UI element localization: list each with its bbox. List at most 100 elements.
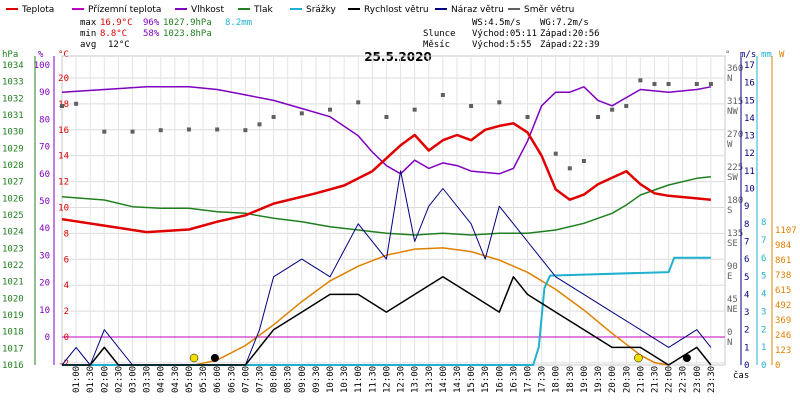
plot-frame [61,55,726,366]
info-moonset: Západ:22:39 [540,40,600,50]
time-tick: 08:00 [270,366,280,393]
info-sunset: Západ:20:56 [540,29,600,39]
pressure-tick: 1019 [2,311,24,321]
time-tick: 19:30 [594,366,604,393]
wind-tick: 2 [744,326,749,336]
dir-tick-name: SW [727,173,738,183]
wind-direction-point [638,78,643,83]
dir-tick-name: NW [727,107,738,117]
pressure-tick: 1018 [2,328,24,338]
wind-direction-point [158,128,163,133]
time-tick: 02:00 [100,366,110,393]
stats-avg-label: avg [80,40,96,50]
pressure-tick: 1034 [2,61,24,71]
pressure-tick: 1029 [2,144,24,154]
wind-tick: 10 [744,185,755,195]
info-moonrise: Východ:5:55 [472,40,532,50]
temp-tick: 8 [64,229,69,239]
dir-tick-deg: 45 [727,295,738,305]
dir-tick-name: E [727,272,732,282]
stats-panel: max 16.9°C 96% 1027.9hPa 8.2mm min 8.8°C… [80,18,252,50]
dir-tick-deg: 135 [727,229,743,239]
sunrise-marker [189,353,199,363]
temp-tick: -2 [58,359,69,369]
wind-direction-point [440,93,445,97]
wind-direction-point [497,100,502,105]
stats-min-label: min [80,29,96,39]
temperature-line [61,122,712,234]
unit-deg: ° [725,50,730,60]
pressure-tick: 1023 [2,244,24,254]
rain-tick: 2 [761,325,766,335]
time-tick: 07:30 [255,366,265,393]
legend-entry: Teplota [21,5,54,15]
stats-max-rain: 8.2mm [225,18,252,28]
time-tick: 11:00 [354,366,364,393]
time-tick: 09:30 [312,366,322,393]
wind-direction-point [186,127,191,132]
time-tick: 06:30 [227,366,237,393]
rain-tick: 8 [761,218,766,228]
time-tick: 03:00 [129,366,139,393]
wind-direction-point [102,129,107,134]
wind-direction-point [469,104,474,108]
time-tick: 23:00 [693,366,703,393]
legend-entry: Směr větru [524,5,574,15]
wind-tick: 0 [744,361,749,371]
wind-tick: 12 [744,149,755,159]
time-tick: 19:00 [580,366,590,393]
time-tick: 09:00 [298,366,308,393]
legend-entry: Tlak [253,5,274,15]
rain-tick: 5 [761,272,766,282]
wind-direction-point [652,82,657,86]
time-tick: 20:30 [622,366,632,393]
wind-direction-point [553,151,558,156]
temp-tick: 16 [58,126,69,136]
pressure-tick: 1032 [2,94,24,104]
solar-tick: 1107 [775,226,797,236]
wind-direction-point [74,101,79,106]
humidity-tick: 60 [39,170,50,180]
dir-tick-name: SE [727,239,738,249]
temp-tick: 2 [64,307,69,317]
time-tick: 16:30 [509,366,519,393]
axis-units: hPa % °C ° m/s mm W čas [2,50,785,381]
dir-tick-deg: 180 [727,196,743,206]
pressure-tick: 1025 [2,211,24,221]
humidity-tick: 50 [39,197,50,207]
legend: Teplota Přízemní teplota Vlhkost Tlak Srážky… [6,5,574,15]
legend-entry: Rychlost větru [364,5,429,15]
sunset-marker [634,353,643,363]
solar-tick: 246 [775,331,791,341]
time-tick: 14:30 [453,366,463,393]
wind-direction-point [60,104,64,108]
unit-ms: m/s [740,50,756,60]
solar-tick: 0 [775,361,780,371]
axes: 01:00 01:30 02:00 02:30 03:00 03:30 04:00 04:30… [2,56,797,393]
wind-direction-point [666,82,671,86]
rain-tick: 1 [761,343,766,353]
time-tick: 22:00 [665,366,675,393]
rain-tick: 7 [761,236,766,246]
wind-direction-point [412,107,417,112]
dir-tick-name: N [727,338,732,348]
wind-tick: 9 [744,202,749,212]
wind-tick: 3 [744,308,749,318]
stats-avg-temp: 12°C [108,40,130,50]
time-tick: 23:30 [707,366,717,393]
dir-tick-deg: 90 [727,262,738,272]
temp-tick: 20 [58,74,69,84]
time-tick: 21:00 [636,366,646,393]
time-tick: 11:30 [368,366,378,393]
pressure-tick: 1033 [2,78,24,88]
solar-tick: 861 [775,256,791,266]
time-tick: 21:30 [650,366,660,393]
temp-tick: 0 [64,333,69,343]
wind-direction-point [243,128,248,133]
time-tick: 04:30 [171,366,181,393]
solar-tick: 615 [775,286,791,296]
stats-max-temp: 16.9°C [100,18,133,28]
legend-entry: Vlhkost [191,5,224,15]
humidity-tick: 20 [39,279,50,289]
